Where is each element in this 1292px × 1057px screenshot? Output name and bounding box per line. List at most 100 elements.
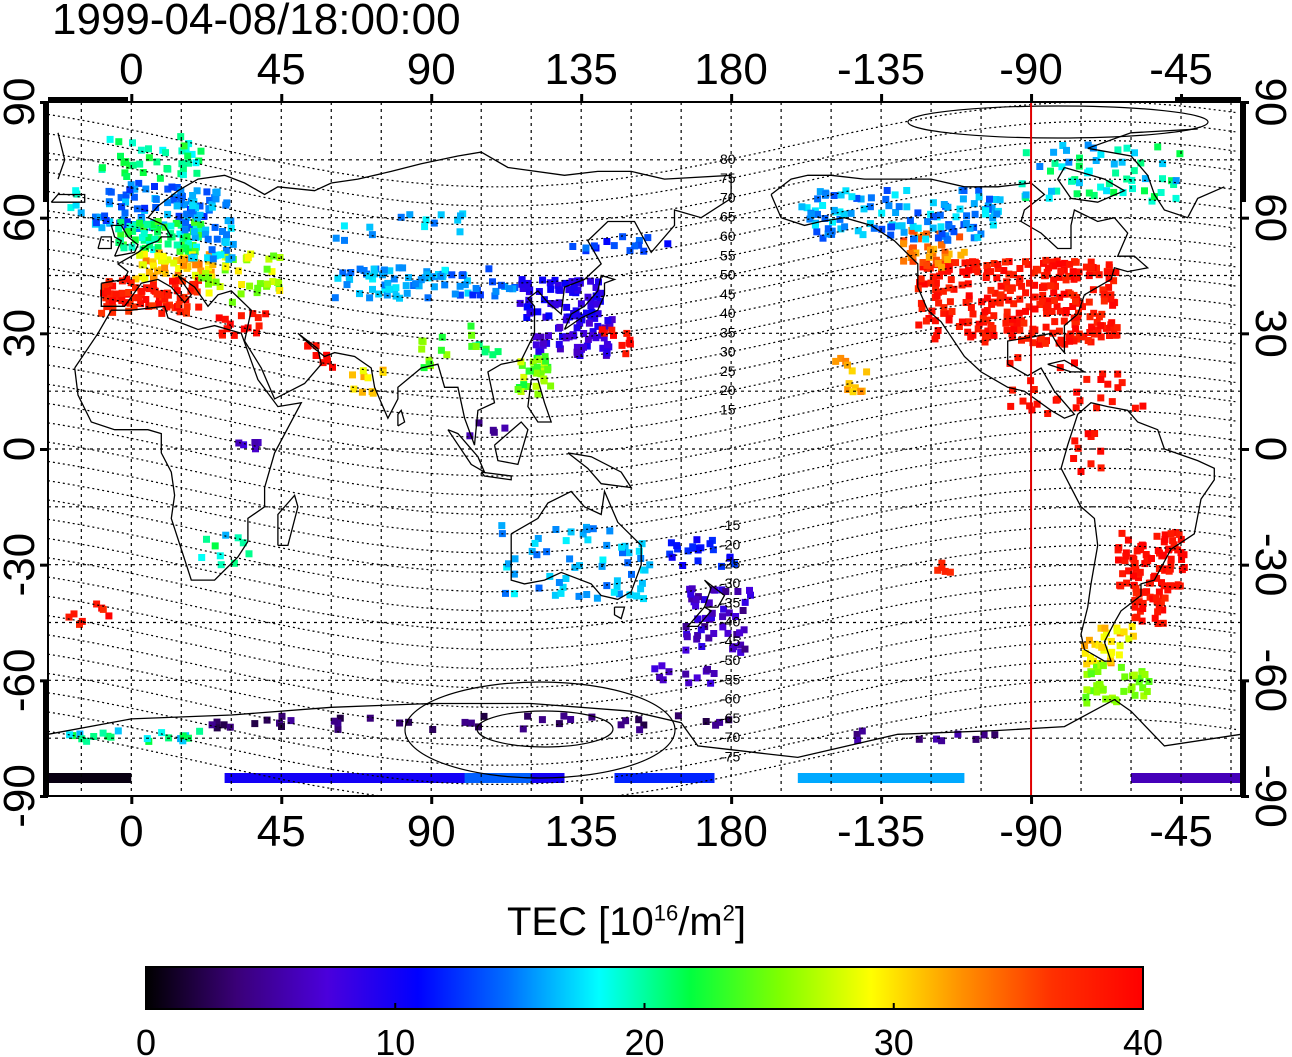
- tec-marker: [978, 298, 986, 306]
- tec-marker: [737, 648, 745, 656]
- tec-marker: [489, 278, 496, 286]
- tec-marker: [526, 309, 534, 317]
- tec-marker: [430, 219, 438, 227]
- tec-marker: [573, 348, 581, 356]
- tec-marker: [1015, 279, 1023, 287]
- tec-marker: [1029, 339, 1037, 347]
- tec-marker: [145, 154, 153, 162]
- tec-marker: [516, 299, 524, 307]
- tec-marker: [145, 302, 153, 310]
- tec-marker: [803, 204, 811, 212]
- tec-marker: [109, 304, 117, 311]
- tec-marker: [1115, 556, 1122, 564]
- tec-marker: [368, 231, 376, 239]
- tec-marker: [551, 591, 559, 599]
- lon-tick-label: -45: [1149, 45, 1213, 94]
- tec-marker: [952, 213, 960, 221]
- tec-marker: [938, 230, 946, 238]
- tec-marker: [1014, 354, 1022, 362]
- tec-marker: [932, 279, 940, 287]
- tec-marker: [145, 285, 153, 293]
- tec-marker: [1151, 614, 1159, 622]
- colorbar-title: TEC [1016/m2]: [507, 900, 747, 944]
- colorbar-tick-label: 30: [874, 1022, 914, 1057]
- tec-marker: [828, 227, 836, 235]
- tec-marker: [1159, 606, 1167, 614]
- tec-marker: [196, 202, 204, 210]
- tec-marker: [189, 280, 197, 288]
- frame-edge-bar: [1241, 102, 1246, 202]
- tec-marker: [213, 718, 221, 726]
- tec-marker: [606, 527, 614, 535]
- tec-marker: [965, 292, 973, 300]
- tec-marker: [694, 557, 702, 565]
- tec-marker: [813, 228, 821, 236]
- lat-tick-labels-right: 90 60 30 0 -30 -60 -90: [1246, 78, 1292, 828]
- contour-labels: 80 75 70 65 60 55 50 45 40 35 30 25 20 15 -15 -20 -25 -30…: [720, 151, 740, 765]
- tec-marker: [1103, 629, 1110, 637]
- tec-marker: [1144, 557, 1152, 565]
- tec-marker: [201, 230, 209, 238]
- tec-marker: [384, 279, 392, 287]
- tec-marker: [1094, 326, 1102, 334]
- tec-marker: [938, 737, 946, 745]
- tec-marker: [737, 641, 745, 649]
- coastline: [493, 421, 529, 466]
- lon-tick-label: 90: [407, 807, 456, 856]
- tec-marker: [1091, 640, 1099, 648]
- tec-marker: [1083, 699, 1091, 707]
- tec-marker: [684, 547, 692, 555]
- tec-marker: [693, 536, 701, 544]
- tec-marker: [983, 262, 991, 269]
- coastline: [1060, 401, 1215, 662]
- tec-marker: [610, 588, 618, 596]
- tec-marker: [155, 300, 162, 308]
- tec-marker: [555, 300, 563, 308]
- tec-marker: [628, 570, 635, 578]
- tec-marker: [1108, 648, 1116, 656]
- tec-marker: [925, 253, 933, 261]
- tec-marker: [173, 287, 181, 295]
- tec-marker: [1069, 268, 1077, 276]
- tec-marker: [464, 289, 472, 297]
- tec-marker: [1121, 557, 1129, 565]
- lon-tick-label: 135: [544, 807, 617, 856]
- tec-marker: [121, 169, 129, 177]
- tec-marker: [193, 243, 200, 251]
- magnetic-contour: [47, 487, 1237, 573]
- tec-marker: [1098, 643, 1106, 651]
- tec-marker: [188, 254, 196, 262]
- tec-marker: [974, 325, 982, 333]
- tec-marker: [1022, 149, 1030, 157]
- tec-band: [464, 773, 532, 783]
- magnetic-contour: [47, 390, 1237, 477]
- lat-tick-label: 90: [0, 78, 44, 127]
- tec-marker: [126, 299, 134, 307]
- tec-marker: [125, 289, 133, 296]
- tec-marker: [539, 276, 547, 284]
- tec-marker: [264, 280, 271, 288]
- tec-marker: [570, 332, 578, 340]
- tec-marker: [412, 280, 420, 288]
- tec-marker: [546, 572, 554, 580]
- tec-marker: [559, 333, 566, 341]
- tec-marker: [65, 613, 73, 621]
- tec-marker: [1089, 144, 1097, 152]
- tec-marker: [736, 629, 744, 637]
- tec-marker: [1075, 179, 1083, 187]
- frame-tick: [430, 94, 434, 102]
- tec-marker: [1020, 319, 1028, 327]
- tec-marker: [565, 286, 573, 294]
- tec-marker: [993, 210, 1001, 218]
- tec-marker: [213, 724, 221, 732]
- tec-marker: [143, 220, 151, 228]
- tec-marker: [646, 561, 654, 569]
- tec-marker: [722, 588, 730, 595]
- tec-marker: [1099, 685, 1107, 693]
- contour-label: 55: [720, 247, 736, 263]
- frame-edge-bar: [43, 102, 48, 202]
- lon-tick-label: 0: [119, 807, 143, 856]
- tec-marker: [633, 592, 641, 600]
- tec-marker: [498, 522, 506, 530]
- tec-marker: [551, 276, 559, 284]
